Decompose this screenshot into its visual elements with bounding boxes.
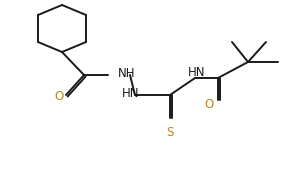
Text: HN: HN — [122, 87, 140, 100]
Text: HN: HN — [188, 65, 205, 78]
Text: NH: NH — [118, 66, 136, 80]
Text: S: S — [166, 127, 174, 139]
Text: O: O — [54, 90, 64, 102]
Text: O: O — [204, 97, 214, 110]
